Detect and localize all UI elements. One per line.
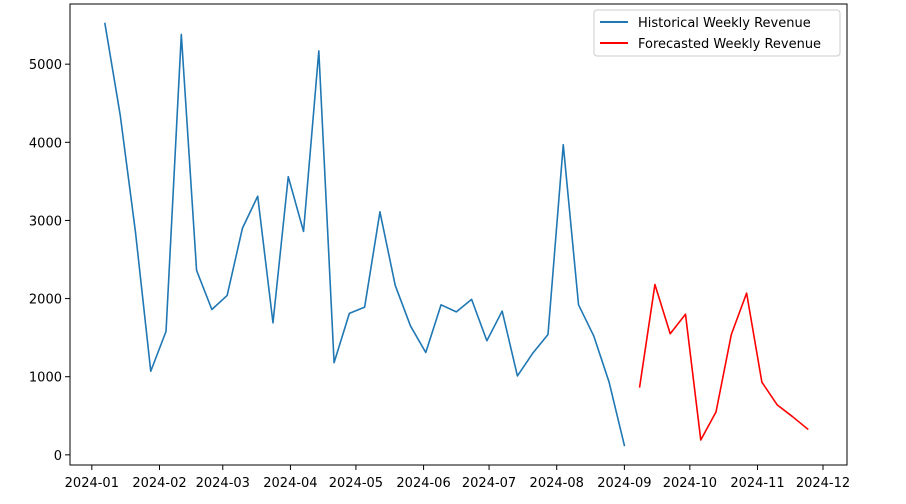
series-line-0 bbox=[103, 22, 626, 447]
legend-box bbox=[593, 9, 841, 57]
y-tick-label: 0 bbox=[54, 449, 62, 464]
y-tick-label: 2000 bbox=[29, 293, 62, 308]
legend-label-forecast: Forecasted Weekly Revenue bbox=[638, 37, 821, 52]
x-tick-label: 2024-07 bbox=[462, 476, 516, 491]
x-tick-label: 2024-10 bbox=[663, 476, 717, 491]
series-line-1 bbox=[638, 283, 809, 441]
x-tick-label: 2024-09 bbox=[597, 476, 651, 491]
x-tick-label: 2024-04 bbox=[263, 476, 317, 491]
y-tick-label: 4000 bbox=[29, 136, 62, 151]
plot-frame bbox=[69, 3, 848, 466]
y-tick-label: 3000 bbox=[29, 214, 62, 229]
y-tick-label: 5000 bbox=[29, 58, 62, 73]
x-tick-label: 2024-01 bbox=[65, 476, 119, 491]
y-tick-label: 1000 bbox=[29, 371, 62, 386]
plot-area bbox=[70, 4, 847, 465]
x-axis: 2024-01 2024-02 2024-03 2024-04 2024-05 2024-… bbox=[65, 465, 850, 491]
x-tick-label: 2024-02 bbox=[132, 476, 186, 491]
x-tick-label: 2024-05 bbox=[329, 476, 383, 491]
x-tick-label: 2024-06 bbox=[396, 476, 450, 491]
legend-label-historical: Historical Weekly Revenue bbox=[638, 16, 811, 31]
series-layer bbox=[103, 22, 809, 447]
x-tick-label: 2024-11 bbox=[730, 476, 784, 491]
x-tick-label: 2024-12 bbox=[796, 476, 850, 491]
legend: Historical Weekly Revenue Forecasted Wee… bbox=[593, 9, 841, 57]
x-tick-label: 2024-08 bbox=[530, 476, 584, 491]
y-axis: 0 1000 2000 3000 4000 5000 bbox=[29, 58, 70, 464]
x-tick-label: 2024-03 bbox=[196, 476, 250, 491]
